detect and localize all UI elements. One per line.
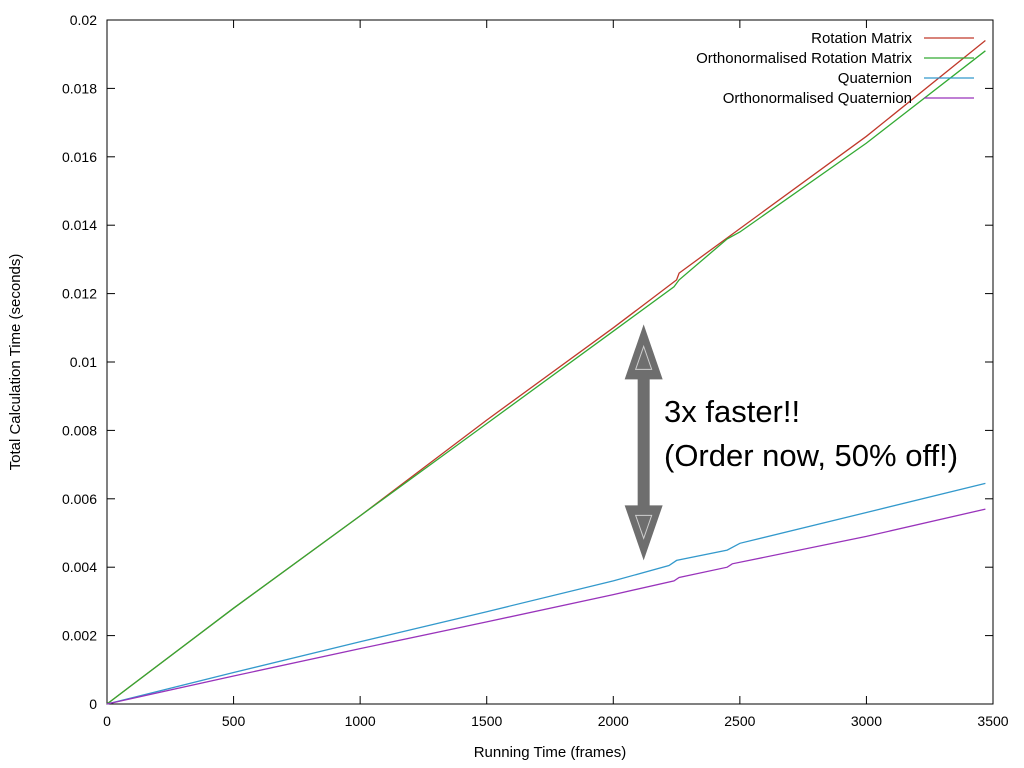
arrow-head-highlight — [634, 344, 653, 370]
y-tick-label: 0.012 — [62, 286, 97, 302]
series-line-1 — [106, 50, 986, 705]
legend-entry-label: Quaternion — [838, 70, 912, 87]
plot-frame — [106, 19, 994, 705]
x-tick-label: 0 — [103, 713, 111, 729]
y-tick-label: 0.014 — [62, 217, 97, 233]
annotation-layer: 3x faster!! (Order now, 50% off!) — [624, 324, 958, 561]
x-tick-label: 3000 — [851, 713, 882, 729]
x-tick-label: 1000 — [345, 713, 376, 729]
arrow-head-highlight — [634, 514, 653, 540]
y-tick-label: 0.018 — [62, 80, 97, 96]
y-tick-label: 0.004 — [62, 559, 97, 575]
legend-entry-label: Rotation Matrix — [811, 30, 912, 47]
x-tick-label: 1500 — [471, 713, 502, 729]
y-tick-label: 0.016 — [62, 149, 97, 165]
legend: Rotation Matrix Orthonormalised Rotation … — [696, 30, 974, 107]
y-axis-label: Total Calculation Time (seconds) — [7, 254, 24, 471]
annotation-line-1: 3x faster!! — [664, 394, 800, 429]
series-line-3 — [106, 508, 986, 705]
x-tick-label: 2000 — [598, 713, 629, 729]
double-arrow-icon — [624, 324, 663, 561]
y-tick-label: 0.006 — [62, 491, 97, 507]
plot-axes: 0 500 1000 1500 2000 2500 3000 3500 0 0.002 0.004 0… — [62, 12, 1009, 729]
y-tick-label: 0.002 — [62, 628, 97, 644]
y-tick-label: 0.02 — [70, 12, 97, 28]
x-tick-label: 2500 — [724, 713, 755, 729]
series-layer — [106, 39, 986, 705]
series-line-2 — [106, 482, 986, 705]
x-tick-label: 3500 — [977, 713, 1008, 729]
y-tick-label: 0 — [89, 696, 97, 712]
legend-entry-label: Orthonormalised Quaternion — [723, 90, 912, 107]
legend-entry-label: Orthonormalised Rotation Matrix — [696, 50, 912, 67]
x-tick-label: 500 — [222, 713, 246, 729]
x-axis-label: Running Time (frames) — [474, 744, 627, 761]
y-tick-label: 0.008 — [62, 422, 97, 438]
annotation-line-2: (Order now, 50% off!) — [664, 438, 958, 473]
y-tick-label: 0.01 — [70, 354, 97, 370]
